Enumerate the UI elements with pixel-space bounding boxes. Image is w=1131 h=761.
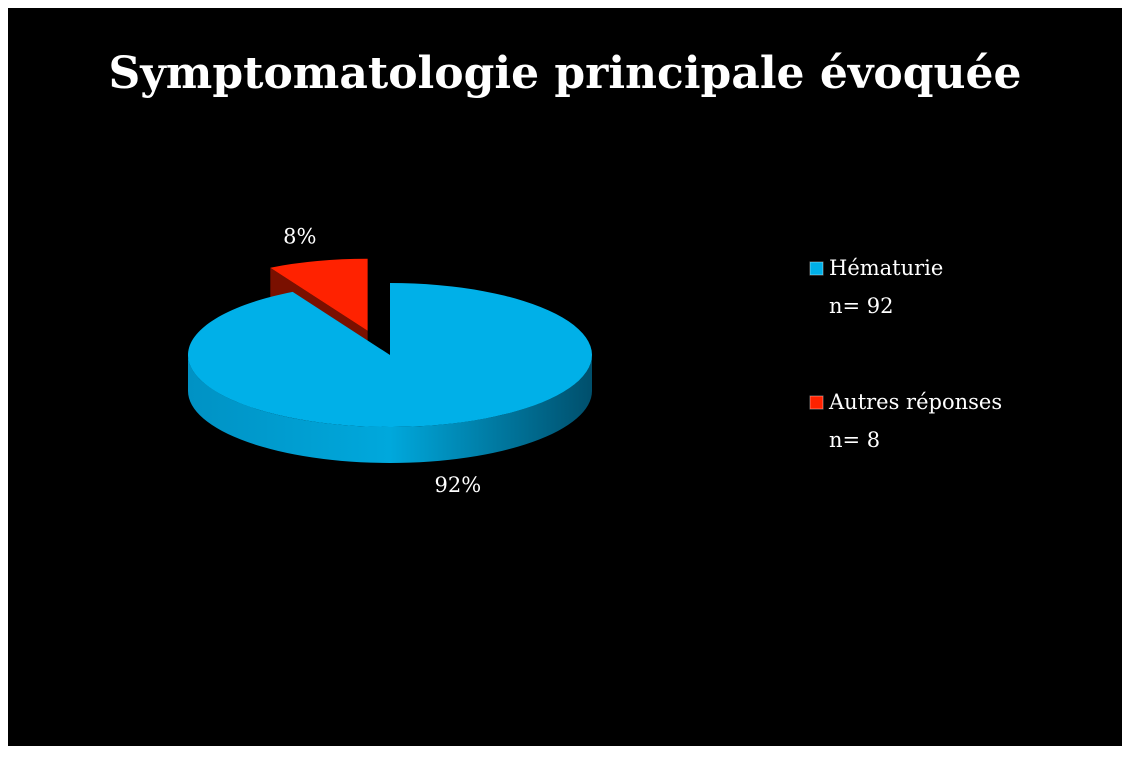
legend-label: Autres réponses n= 8	[829, 390, 1003, 452]
pie-slice	[187, 283, 592, 427]
data-label: 92%	[434, 473, 481, 497]
data-label: 8%	[283, 225, 316, 249]
pie-slice	[270, 258, 368, 331]
legend-marker	[809, 395, 824, 410]
legend-label: Hématurie n= 92	[829, 256, 944, 318]
chart-title: Symptomatologie principale évoquée	[108, 48, 1021, 99]
legend-marker	[809, 261, 824, 276]
pie-slice-side	[188, 355, 592, 463]
